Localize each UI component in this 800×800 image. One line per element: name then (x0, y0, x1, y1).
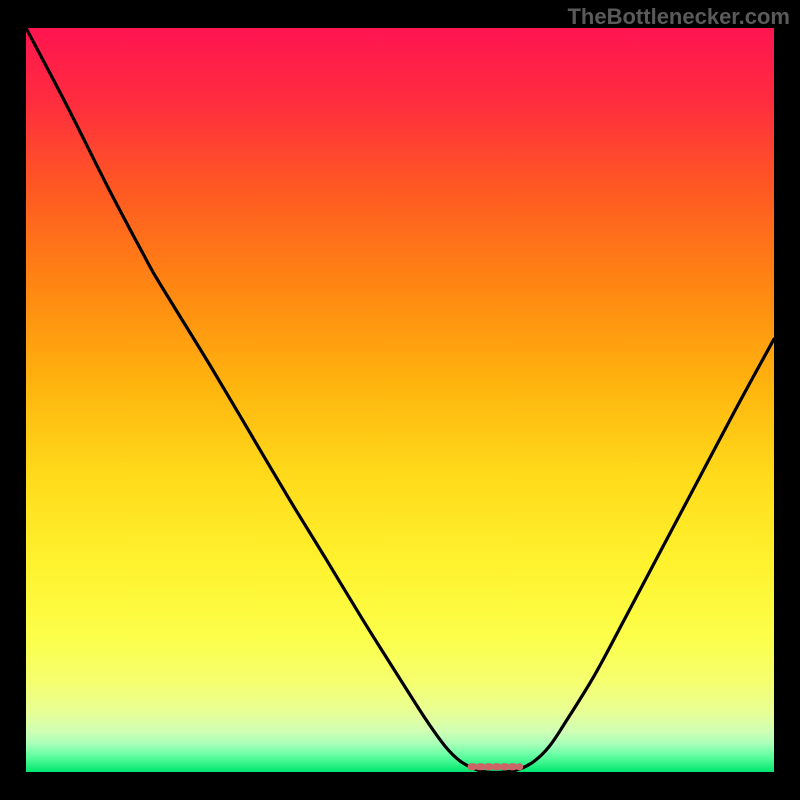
plot-background (26, 28, 774, 772)
chart-container: TheBottlenecker.com (0, 0, 800, 800)
attribution-text: TheBottlenecker.com (567, 4, 790, 30)
chart-svg (0, 0, 800, 800)
